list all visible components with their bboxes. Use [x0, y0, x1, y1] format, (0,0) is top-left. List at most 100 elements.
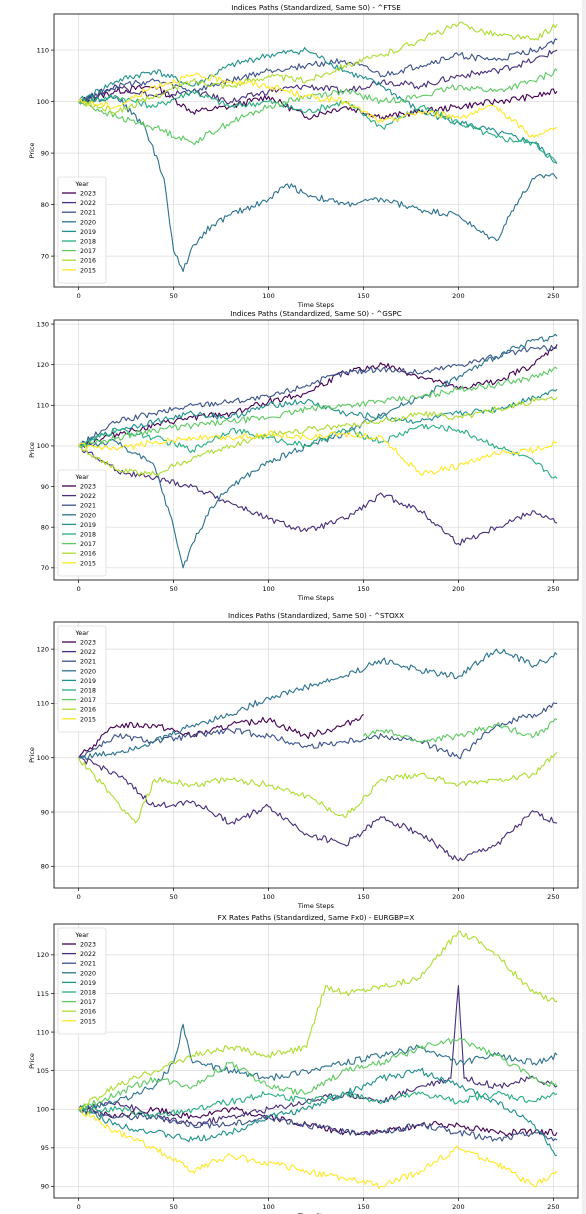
chart-panel-4: 0 50 100 150 200 250 90 95 100 105 110 115 120 FX Rat… [28, 913, 579, 1214]
legend: Year 2023 2022 2021 2020 2019 2018 2017 2016 2015 [57, 927, 107, 1035]
series-line-2019 [78, 1067, 558, 1157]
x-tick-label: 100 [262, 292, 274, 300]
y-tick-label: 90 [41, 808, 49, 816]
x-tick-label: 100 [262, 585, 274, 593]
y-tick-label: 100 [37, 442, 49, 450]
series-line-2020 [78, 648, 558, 761]
x-tick-label: 0 [77, 1203, 81, 1211]
series-line-2018 [78, 1090, 558, 1118]
chart-title: FX Rates Paths (Standardized, Same Fx0) … [218, 913, 415, 922]
legend-label-2018: 2018 [80, 532, 96, 539]
y-axis-label: Price [28, 442, 36, 458]
legend-label-2016: 2016 [80, 707, 96, 714]
legend-label-2017: 2017 [80, 999, 96, 1006]
series-line-2021 [78, 1108, 558, 1142]
x-tick-label: 250 [547, 1203, 559, 1211]
series-line-2023 [78, 1106, 558, 1137]
y-tick-label: 95 [41, 1144, 49, 1152]
legend-title: Year [74, 474, 89, 481]
page-scrollbar[interactable] [582, 0, 586, 1214]
x-tick-label: 0 [77, 893, 81, 901]
plot-area [54, 320, 578, 580]
legend-label-2022: 2022 [80, 951, 96, 958]
legend-label-2021: 2021 [80, 961, 96, 968]
legend-label-2018: 2018 [80, 990, 96, 997]
x-tick-label: 200 [452, 585, 464, 593]
legend-label-2023: 2023 [80, 942, 96, 949]
y-tick-label: 120 [37, 951, 49, 959]
y-axis-label: Price [28, 1053, 36, 1069]
legend-label-2020: 2020 [80, 219, 96, 226]
plot-area [54, 622, 578, 888]
y-tick-label: 90 [41, 483, 49, 491]
x-tick-label: 150 [357, 1203, 369, 1211]
series-line-2017 [78, 68, 558, 146]
legend-label-2020: 2020 [80, 668, 96, 675]
chart-title: Indices Paths (Standardized, Same S0) - … [228, 611, 404, 620]
legend-label-2020: 2020 [80, 970, 96, 977]
legend: Year 2023 2022 2021 2020 2019 2018 2017 2016 2015 [57, 469, 107, 577]
x-tick-label: 200 [452, 893, 464, 901]
y-axis-label: Price [28, 747, 36, 763]
series-line-2017 [363, 718, 558, 743]
x-tick-label: 250 [547, 585, 559, 593]
legend-label-2019: 2019 [80, 522, 96, 529]
legend-label-2019: 2019 [80, 229, 96, 236]
chart-title: Indices Paths (Standardized, Same S0) - … [230, 309, 402, 318]
y-tick-label: 80 [41, 201, 49, 209]
legend-label-2020: 2020 [80, 512, 96, 519]
series-line-2022 [78, 754, 558, 862]
series-line-2015 [78, 430, 558, 477]
axes-frame [53, 319, 579, 581]
y-tick-label: 70 [41, 252, 49, 260]
legend-label-2021: 2021 [80, 659, 96, 666]
x-tick-label: 0 [77, 585, 81, 593]
x-tick-label: 50 [169, 292, 177, 300]
legend-label-2021: 2021 [80, 210, 96, 217]
x-axis-label: Time Steps [297, 1212, 335, 1214]
series-line-2023 [78, 344, 558, 448]
legend: Year 2023 2022 2021 2020 2019 2018 2017 2016 2015 [57, 625, 107, 733]
series-line-2015 [78, 72, 558, 139]
y-tick-label: 90 [41, 149, 49, 157]
x-tick-label: 0 [77, 292, 81, 300]
y-tick-label: 110 [37, 1028, 49, 1036]
x-axis-label: Time Steps [297, 594, 335, 602]
y-tick-label: 120 [37, 361, 49, 369]
chart-panel-1: 0 50 100 150 200 250 70 80 90 100 110 Indices Paths… [28, 3, 579, 309]
series-line-2021 [78, 38, 558, 103]
chart-panel-2: 0 50 100 150 200 250 70 80 90 100 110 120 130 Indices… [28, 309, 579, 602]
x-tick-label: 250 [547, 893, 559, 901]
plot-area [54, 924, 578, 1198]
legend-label-2016: 2016 [80, 551, 96, 558]
x-tick-label: 50 [169, 585, 177, 593]
legend-title: Year [74, 630, 89, 637]
y-tick-label: 110 [37, 700, 49, 708]
legend-label-2022: 2022 [80, 493, 96, 500]
legend-box [57, 927, 107, 1035]
y-tick-label: 80 [41, 523, 49, 531]
x-tick-label: 150 [357, 893, 369, 901]
legend-label-2021: 2021 [80, 503, 96, 510]
legend-label-2019: 2019 [80, 678, 96, 685]
axes-frame [53, 923, 579, 1199]
y-tick-label: 115 [37, 990, 49, 998]
x-axis-label: Time Steps [297, 902, 335, 910]
legend-label-2017: 2017 [80, 248, 96, 255]
legend-label-2023: 2023 [80, 191, 96, 198]
x-tick-label: 150 [357, 585, 369, 593]
legend-label-2023: 2023 [80, 640, 96, 647]
legend-label-2017: 2017 [80, 697, 96, 704]
series-line-2023 [78, 713, 364, 759]
legend-label-2023: 2023 [80, 484, 96, 491]
x-tick-label: 200 [452, 292, 464, 300]
legend-label-2016: 2016 [80, 258, 96, 265]
legend-label-2015: 2015 [80, 560, 96, 567]
series-line-2020 [78, 95, 558, 273]
y-tick-label: 80 [41, 863, 49, 871]
legend-label-2022: 2022 [80, 649, 96, 656]
series-line-2016 [78, 751, 558, 824]
y-tick-label: 130 [37, 320, 49, 328]
legend-label-2015: 2015 [80, 1018, 96, 1025]
axes-frame [53, 621, 579, 889]
